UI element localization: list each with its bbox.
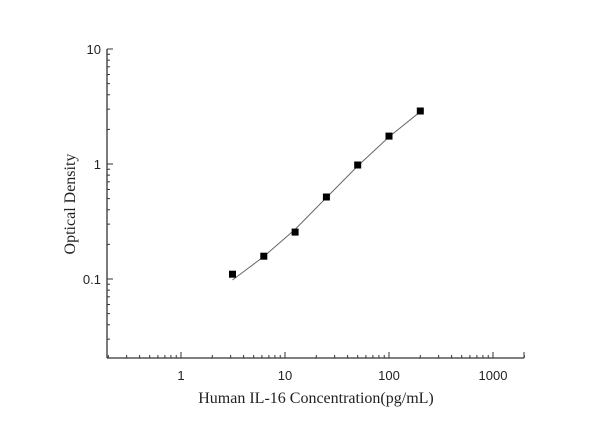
data-points: [229, 107, 424, 278]
x-tick-label: 100: [378, 368, 400, 383]
ticks: [107, 48, 525, 358]
y-axis-title: Optical Density: [62, 154, 79, 255]
x-axis-title: Human IL-16 Concentration(pg/mL): [198, 390, 434, 407]
axes: [106, 49, 524, 359]
x-tick-label: 10: [278, 368, 292, 383]
data-point-square: [229, 270, 236, 278]
data-point-square: [291, 228, 299, 236]
y-tick-label: 1: [94, 157, 101, 172]
data-point-square: [354, 161, 362, 169]
tick-labels: 0.1 1 10 1 10 100 1000: [83, 42, 508, 383]
x-tick-label: 1000: [479, 368, 508, 383]
data-point-square: [322, 193, 330, 201]
data-point-square: [260, 252, 268, 260]
x-tick-label: 1: [177, 368, 184, 383]
y-tick-label: 0.1: [83, 272, 101, 287]
data-point-square: [416, 107, 424, 115]
data-point-square: [385, 132, 393, 140]
y-tick-label: 10: [87, 42, 101, 57]
